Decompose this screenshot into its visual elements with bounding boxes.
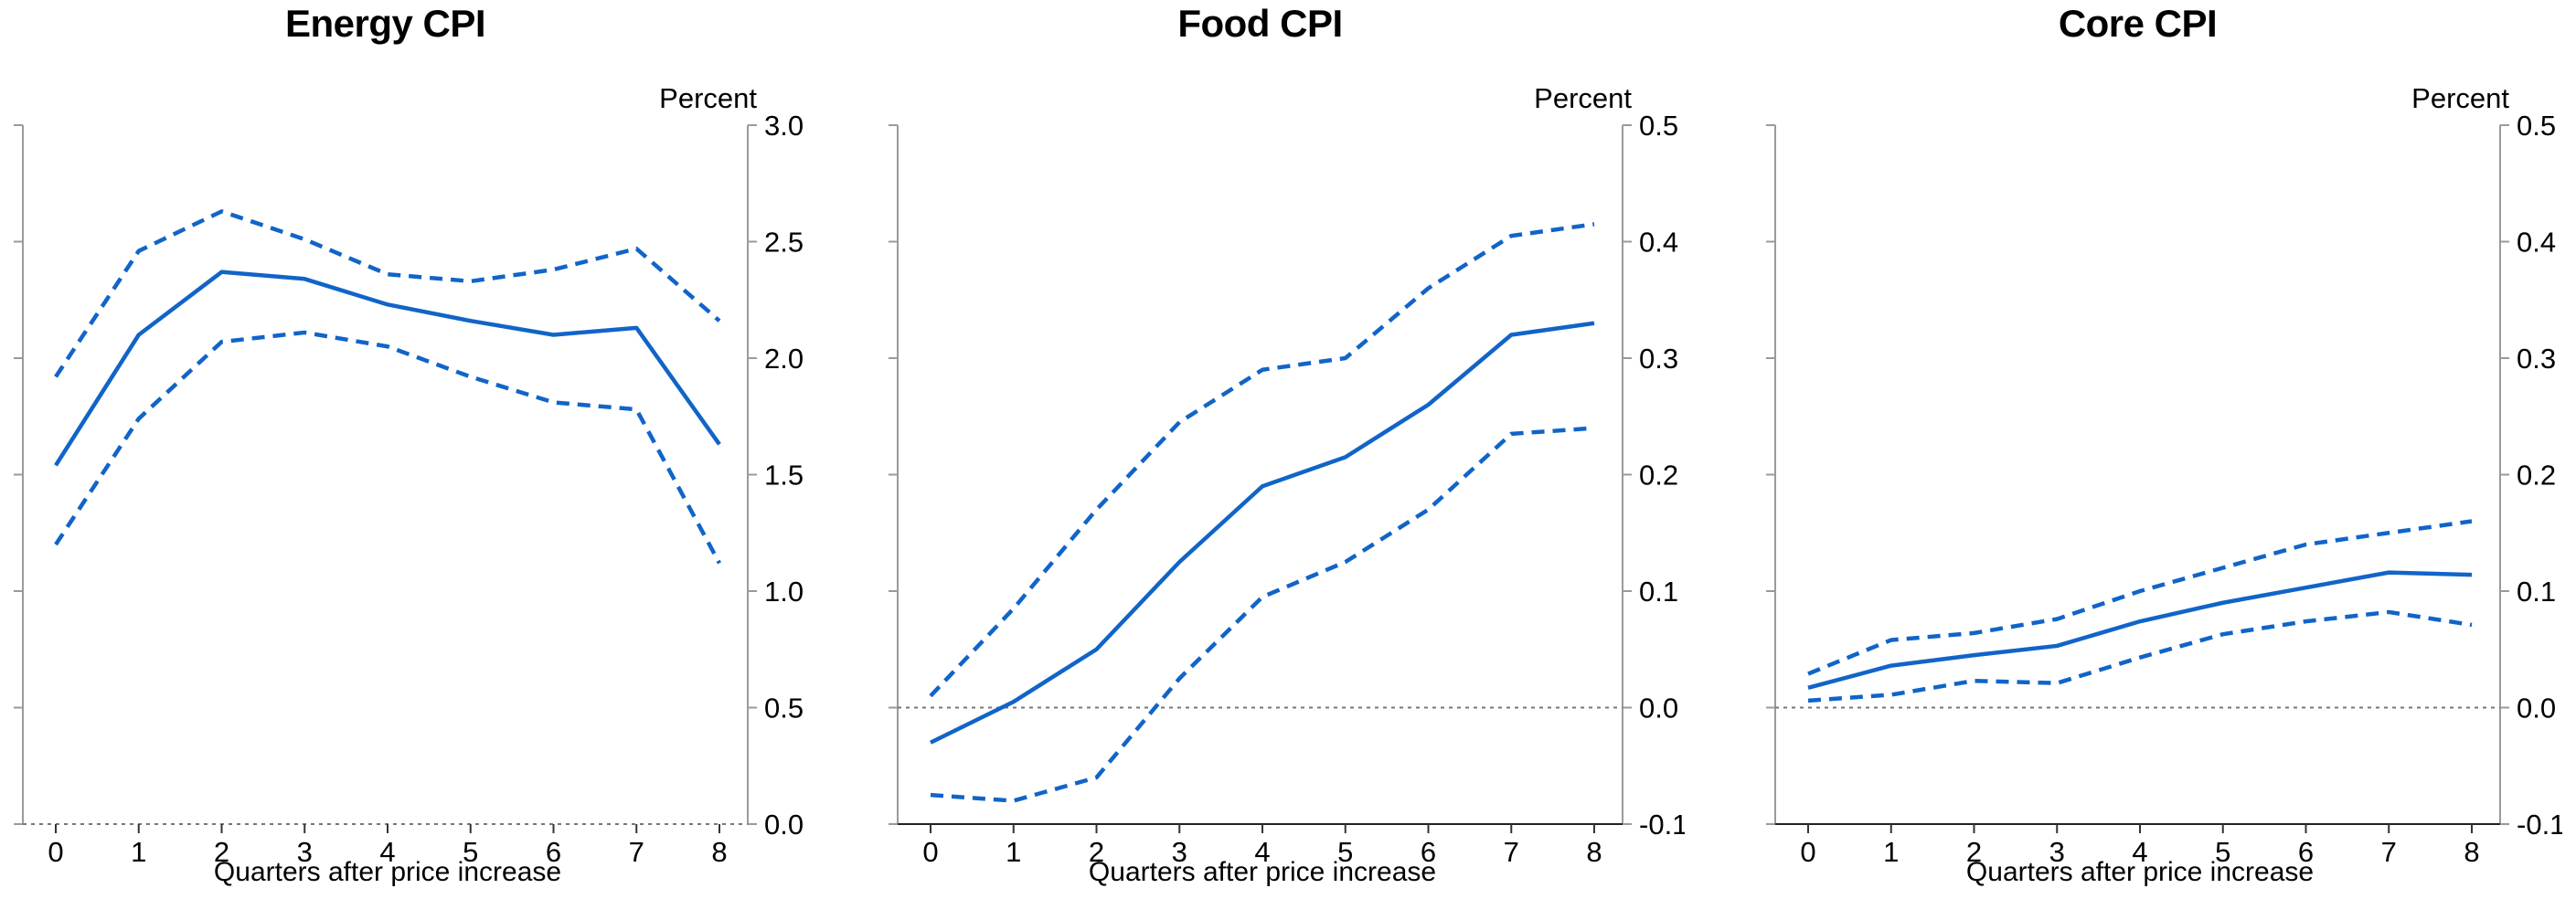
- x-tick-label: 6: [2298, 836, 2314, 868]
- y-tick-label: 0.4: [1639, 227, 1678, 259]
- y-tick-label: 0.3: [1639, 343, 1678, 375]
- y-tick-label: 0.2: [1639, 460, 1678, 492]
- confidence-band-lower-line: [930, 426, 1595, 803]
- x-tick-label: 3: [2049, 836, 2065, 868]
- x-tick-label: 1: [1883, 836, 1899, 868]
- x-tick-label: 4: [2132, 836, 2147, 868]
- x-tick-label: 2: [1966, 836, 1982, 868]
- y-tick-label: 0.5: [764, 693, 804, 724]
- x-tick-label: 8: [1586, 836, 1602, 868]
- y-tick-label: 3.0: [764, 110, 804, 142]
- chart-title: Energy CPI: [284, 2, 486, 45]
- y-tick-label: -0.1: [2517, 809, 2562, 841]
- y-tick-label: 2.0: [764, 343, 804, 375]
- confidence-band-upper-line: [929, 222, 1595, 698]
- x-tick-label: 5: [1337, 836, 1353, 868]
- confidence-band-upper-line: [1807, 519, 2473, 676]
- plot-area: 0.0 0.5 1.0 1.5 2.0 2.5 3.0 0 1 2 3 4 5 6 7 8: [14, 110, 804, 868]
- x-tick-label: 5: [463, 836, 478, 868]
- x-tick-label: 2: [1089, 836, 1104, 868]
- plot-area: -0.1 0.0 0.1 0.2 0.3 0.4 0.5 0 1 2 3 4 5 6 7 8: [1766, 110, 2562, 868]
- y-tick-label: 0.2: [2517, 460, 2556, 492]
- y-axis-unit-label: Percent: [1534, 82, 1632, 114]
- x-tick-label: 1: [131, 836, 146, 868]
- x-tick-label: 4: [1254, 836, 1270, 868]
- x-tick-label: 3: [1172, 836, 1187, 868]
- energy-cpi-panel: Energy CPI Percent 0.0 0.5 1.0 1.5 2.0 2.5 3.0…: [0, 0, 810, 899]
- y-tick-label: 0.5: [2517, 110, 2556, 142]
- x-tick-label: 5: [2215, 836, 2230, 868]
- point-estimate-line: [930, 321, 1595, 745]
- y-tick-label: 0.3: [2517, 343, 2556, 375]
- x-tick-label: 7: [1504, 836, 1519, 868]
- y-axis-unit-label: Percent: [659, 82, 757, 114]
- x-tick-label: 0: [48, 836, 63, 868]
- y-tick-label: 0.1: [1639, 576, 1678, 608]
- y-tick-label: 0.0: [1639, 693, 1678, 724]
- y-tick-label: 2.5: [764, 227, 804, 259]
- food-cpi-panel: Food CPI Percent -0.1 0.0 0.1 0.2 0.3 0.4 0.5 0…: [875, 0, 1685, 899]
- confidence-band-upper-line: [54, 209, 721, 378]
- chart-title: Core CPI: [2058, 2, 2218, 45]
- x-tick-label: 7: [629, 836, 644, 868]
- y-tick-label: 0.0: [2517, 693, 2556, 724]
- x-axis-caption: Quarters after price increase: [1965, 857, 2315, 887]
- x-tick-label: 0: [922, 836, 938, 868]
- x-axis-caption: Quarters after price increase: [1088, 857, 1437, 887]
- x-axis-caption: Quarters after price increase: [213, 857, 562, 887]
- y-tick-label: 0.4: [2517, 227, 2556, 259]
- x-tick-label: 2: [214, 836, 229, 868]
- x-tick-label: 1: [1006, 836, 1021, 868]
- x-tick-label: 3: [297, 836, 313, 868]
- y-axis-unit-label: Percent: [2411, 82, 2509, 114]
- y-tick-label: 0.5: [1639, 110, 1678, 142]
- point-estimate-line: [1807, 570, 2473, 690]
- plot-area: -0.1 0.0 0.1 0.2 0.3 0.4 0.5 0 1 2 3 4 5 6 7 8: [889, 110, 1685, 868]
- y-tick-label: 1.5: [764, 460, 804, 492]
- x-tick-label: 4: [379, 836, 395, 868]
- y-tick-label: -0.1: [1639, 809, 1685, 841]
- chart-title: Food CPI: [1177, 2, 1343, 45]
- y-tick-label: 0.1: [2517, 576, 2556, 608]
- point-estimate-line: [54, 270, 721, 467]
- x-tick-label: 6: [546, 836, 561, 868]
- x-tick-label: 8: [711, 836, 727, 868]
- x-tick-label: 7: [2381, 836, 2397, 868]
- confidence-band-lower-line: [54, 330, 721, 565]
- confidence-band-lower-line: [1807, 609, 2473, 703]
- x-tick-label: 0: [1800, 836, 1815, 868]
- y-tick-label: 1.0: [764, 576, 804, 608]
- x-tick-label: 6: [1421, 836, 1436, 868]
- y-tick-label: 0.0: [764, 809, 804, 841]
- core-cpi-panel: Core CPI Percent -0.1 0.0 0.1 0.2 0.3 0.4 0.5 0…: [1752, 0, 2562, 899]
- x-tick-label: 8: [2464, 836, 2479, 868]
